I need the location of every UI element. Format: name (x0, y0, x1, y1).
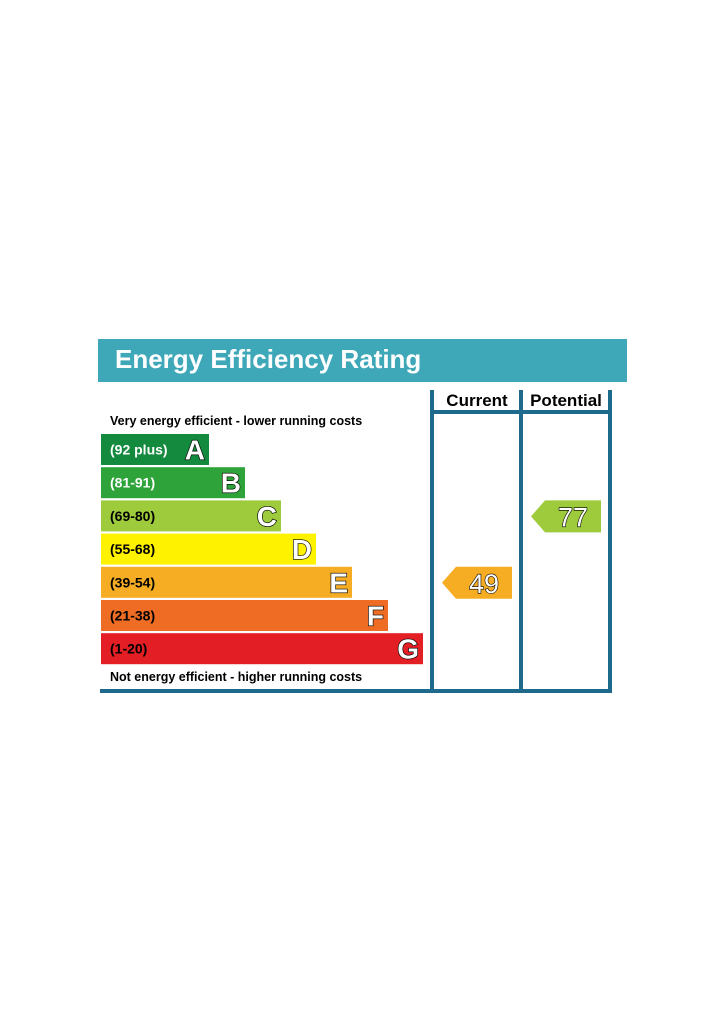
table-frame (100, 390, 612, 693)
band-letter-e: E (329, 567, 348, 598)
band-range-b: (81-91) (110, 475, 155, 491)
band-letter-c: C (257, 501, 277, 532)
band-bar-e (101, 566, 352, 598)
band-g: (1-20) G (101, 633, 423, 665)
top-note: Very energy efficient - lower running co… (110, 414, 362, 428)
frame-bottom-rule (100, 689, 612, 693)
band-a: (92 plus) A (101, 434, 209, 466)
band-bar-c (101, 500, 281, 532)
band-range-c: (69-80) (110, 508, 155, 524)
band-bar-a (101, 434, 209, 465)
band-f: (21-38) F (101, 600, 388, 632)
current-column-heading: Current (446, 391, 508, 410)
band-range-e: (39-54) (110, 574, 155, 590)
band-bar-g (101, 633, 423, 665)
potential-rating-value: 77 (558, 502, 588, 532)
band-d: (55-68) D (101, 533, 316, 566)
frame-heading-rule (430, 410, 612, 414)
current-rating-arrow: 49 (442, 566, 512, 599)
band-letter-f: F (367, 601, 384, 632)
band-range-g: (1-20) (110, 641, 147, 657)
band-range-a: (92 plus) (110, 442, 168, 458)
current-rating-value: 49 (469, 569, 499, 599)
band-letter-d: D (292, 534, 312, 565)
band-letter-a: A (185, 435, 205, 466)
band-bar-f (101, 600, 388, 631)
potential-column-heading: Potential (530, 391, 602, 410)
header-bar (98, 339, 627, 382)
band-letter-g: G (397, 634, 419, 665)
frame-divider-middle (519, 390, 523, 693)
bottom-note: Not energy efficient - higher running co… (110, 670, 362, 684)
band-range-d: (55-68) (110, 541, 155, 557)
band-e: (39-54) E (101, 567, 352, 599)
band-b: (81-91) B (101, 467, 245, 499)
rating-bands: (92 plus) A(81-91) B(69-80) C(55-68) D(39-54… (101, 434, 423, 665)
potential-rating-arrow: 77 (531, 500, 601, 533)
potential-arrow-shape (531, 500, 601, 533)
frame-divider-right (608, 390, 612, 693)
band-letter-b: B (221, 468, 241, 499)
chart-title: Energy Efficiency Rating (115, 344, 421, 374)
band-c: (69-80) C (101, 500, 281, 533)
band-bar-b (101, 467, 245, 499)
band-range-f: (21-38) (110, 608, 155, 624)
band-bar-d (101, 533, 316, 565)
current-arrow-shape (442, 566, 512, 599)
frame-divider-left (430, 390, 434, 693)
